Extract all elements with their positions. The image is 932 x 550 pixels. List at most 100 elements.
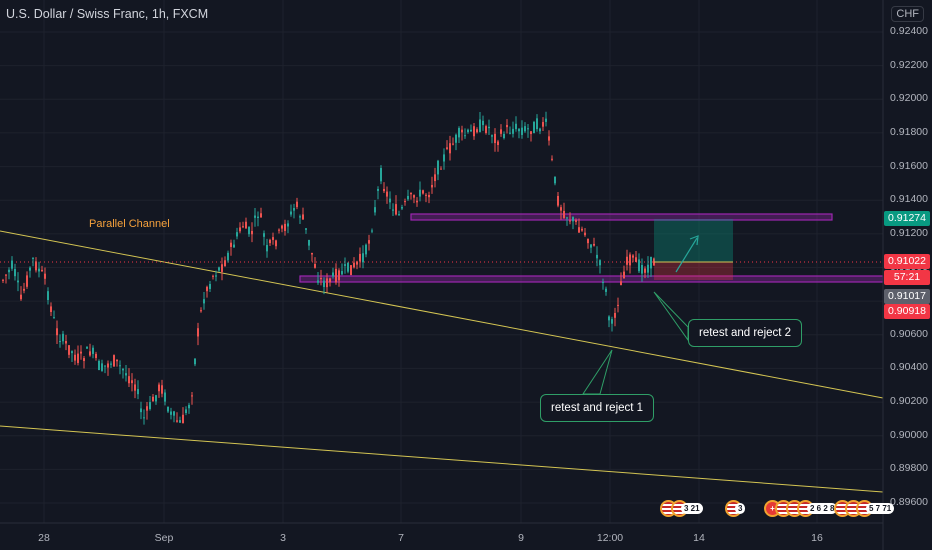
candle-body [434, 174, 436, 182]
candle-body [197, 328, 199, 337]
candle-body [98, 360, 100, 371]
up-arrow-head [689, 235, 699, 246]
candle-body [518, 128, 520, 132]
candle-body [503, 133, 505, 139]
candle-body [353, 262, 355, 268]
candle-body [191, 395, 193, 397]
candle-body [410, 192, 412, 195]
candle-body [476, 129, 478, 133]
candle-body [254, 215, 256, 218]
candle-body [509, 132, 511, 134]
candle-body [335, 268, 337, 283]
candle-body [356, 261, 358, 265]
candle-body [326, 278, 328, 288]
candle-body [215, 275, 217, 277]
candle-body [212, 275, 214, 277]
candle-body [116, 359, 118, 362]
price-tick: 0.90600 [890, 327, 928, 340]
candle-body [422, 190, 424, 194]
candle-body [596, 254, 598, 259]
candle-body [101, 363, 103, 371]
candle-body [68, 345, 70, 355]
price-tick: 0.91200 [890, 226, 928, 239]
candle-body [29, 267, 31, 271]
candle-body [194, 358, 196, 365]
candle-body [170, 411, 172, 415]
candle-body [581, 228, 583, 231]
entry-price-label: 0.91017 [884, 289, 930, 304]
candle-body [164, 392, 166, 402]
time-tick: 14 [693, 532, 705, 544]
candle-body [239, 227, 241, 232]
candle-body [452, 143, 454, 145]
event-group[interactable]: 3 [725, 500, 746, 517]
callout-reject-1[interactable]: retest and reject 1 [540, 394, 655, 422]
candle-body [635, 257, 637, 262]
price-tick: 0.92200 [890, 58, 928, 71]
price-tick: 0.89800 [890, 462, 928, 475]
candle-body [587, 239, 589, 244]
event-group[interactable]: 5 7 71 [834, 500, 895, 517]
candle-body [236, 232, 238, 237]
candle-body [14, 268, 16, 277]
candle-body [593, 243, 595, 246]
candle-body [89, 351, 91, 356]
candle-body [419, 189, 421, 197]
candle-body [224, 260, 226, 267]
candle-body [320, 277, 322, 280]
candle-body [50, 306, 52, 313]
candle-body [86, 346, 88, 349]
candle-body [539, 128, 541, 132]
position-profit-area [654, 219, 733, 262]
candle-body [512, 128, 514, 134]
candle-body [530, 131, 532, 135]
candle-body [248, 226, 250, 235]
target-price-label: 0.91274 [884, 211, 930, 226]
candle-body [74, 354, 76, 361]
candle-body [62, 333, 64, 342]
candle-body [11, 260, 13, 269]
parallel-channel [0, 230, 884, 493]
candle-body [494, 133, 496, 144]
up-arrow-shaft [675, 237, 698, 273]
symbol-title[interactable]: U.S. Dollar / Swiss Franc, 1h, FXCM [6, 7, 209, 21]
candle-body [200, 310, 202, 312]
candle-body [371, 230, 373, 232]
candle-body [395, 204, 397, 215]
candle-body [113, 355, 115, 367]
candle-body [599, 260, 601, 266]
candle-body [47, 291, 49, 301]
callout-1-pointer [582, 349, 613, 395]
event-group[interactable]: 3 21 [660, 500, 703, 517]
candle-body [266, 245, 268, 252]
candle-body [272, 237, 274, 240]
candle-body [110, 363, 112, 365]
candle-body [542, 122, 544, 127]
candle-body [545, 118, 547, 122]
candle-body [341, 271, 343, 275]
price-tick: 0.91600 [890, 159, 928, 172]
candle-body [578, 227, 580, 233]
time-tick: 7 [398, 532, 404, 544]
candle-body [377, 188, 379, 191]
candle-body [413, 195, 415, 198]
event-group[interactable]: +2 6 2 8 [764, 500, 838, 517]
candle-body [299, 216, 301, 218]
candle-body [608, 316, 610, 321]
candle-body [425, 194, 427, 196]
candle-body [251, 230, 253, 235]
candle-body [92, 347, 94, 354]
candle-body [560, 207, 562, 211]
candle-body [182, 414, 184, 424]
callout-reject-2[interactable]: retest and reject 2 [688, 319, 803, 347]
currency-button[interactable]: CHF [891, 6, 924, 22]
candle-body [359, 253, 361, 262]
candle-body [8, 269, 10, 273]
price-tick: 0.90000 [890, 428, 928, 441]
candle-body [521, 127, 523, 135]
candle-body [221, 264, 223, 272]
candle-body [605, 288, 607, 292]
candle-body [302, 214, 304, 220]
candle-body [263, 233, 265, 237]
